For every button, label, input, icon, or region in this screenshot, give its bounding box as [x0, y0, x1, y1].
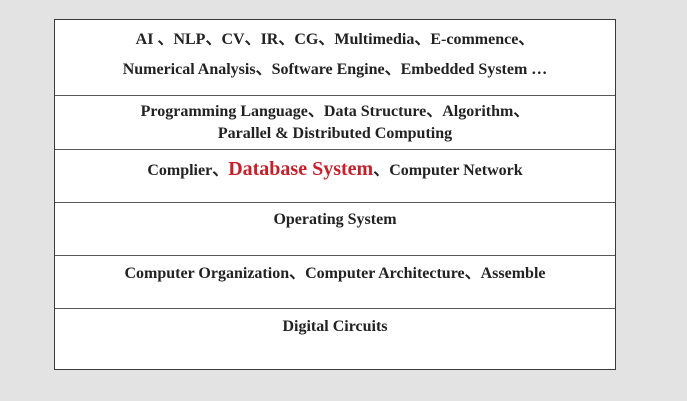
database-system-highlight: Database System — [228, 158, 374, 180]
applications-line-2: Numerical Analysis、Software Engine、Embed… — [122, 61, 548, 78]
digital-circuits-label: Digital Circuits — [282, 318, 388, 335]
layer-computer-organization: Computer Organization、Computer Architect… — [55, 256, 615, 309]
computer-organization-label: Computer Organization、Computer Architect… — [124, 265, 546, 282]
layer-operating-system: Operating System — [55, 203, 615, 256]
complier-label: Complier、 — [147, 162, 229, 179]
layer-digital-circuits: Digital Circuits — [55, 309, 615, 368]
layer-applications: AI 、NLP、CV、IR、CG、Multimedia、E-commence、 … — [55, 20, 615, 96]
layer-system-software: Complier、Database System、Computer Networ… — [55, 150, 615, 203]
layer-programming-foundations: Programming Language、Data Structure、Algo… — [55, 96, 615, 150]
programming-line-2: Parallel & Distributed Computing — [217, 125, 453, 142]
computer-science-layer-stack: AI 、NLP、CV、IR、CG、Multimedia、E-commence、 … — [54, 19, 616, 370]
operating-system-label: Operating System — [273, 211, 397, 228]
computer-network-label: 、Computer Network — [373, 162, 523, 179]
programming-line-1: Programming Language、Data Structure、Algo… — [140, 103, 530, 120]
applications-line-1: AI 、NLP、CV、IR、CG、Multimedia、E-commence、 — [135, 31, 535, 48]
system-software-line: Complier、Database System、Computer Networ… — [55, 159, 615, 181]
